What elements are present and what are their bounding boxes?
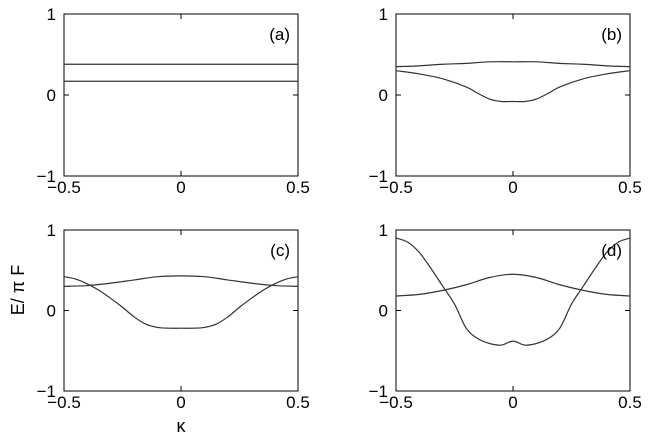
x-tick-label: 0.5 — [286, 393, 310, 412]
y-tick-label: 1 — [47, 221, 56, 240]
x-tick-label: 0.5 — [618, 393, 642, 412]
axes-frame — [63, 229, 299, 392]
panel-3: −0.5 0 0.5 −1 0 1 (c) — [37, 221, 310, 412]
y-tick-label: 0 — [379, 86, 388, 105]
panel-2: −0.5 0 0.5 −1 0 1 (b) — [369, 5, 642, 197]
axes-frame — [395, 13, 631, 177]
panel-label: (d) — [601, 241, 622, 260]
y-tick-label: 1 — [379, 221, 388, 240]
series-line-2 — [395, 237, 631, 346]
x-tick-label: −0.5 — [47, 393, 81, 412]
panel-label: (a) — [269, 25, 290, 44]
y-tick-label: 0 — [379, 302, 388, 321]
y-tick-label: −1 — [369, 167, 388, 186]
x-tick-label: −0.5 — [379, 178, 413, 197]
x-tick-label: −0.5 — [47, 178, 81, 197]
y-tick-label: 1 — [379, 5, 388, 24]
y-axis-label: E/ π F — [8, 265, 28, 315]
series-line-1 — [395, 273, 631, 297]
series-line-2 — [395, 70, 631, 103]
x-tick-label: 0 — [508, 393, 517, 412]
axes-frame — [63, 13, 299, 177]
y-tick-label: 1 — [47, 5, 56, 24]
panel-label: (c) — [270, 241, 290, 260]
y-tick-label: −1 — [37, 382, 56, 401]
axes-frame — [395, 229, 631, 392]
series-line-2 — [63, 276, 299, 329]
panel-4: −0.5 0 0.5 −1 0 1 (d) — [369, 221, 642, 412]
x-axis-label: κ — [177, 416, 187, 436]
panel-label: (b) — [601, 25, 622, 44]
x-tick-label: 0 — [508, 178, 517, 197]
y-tick-label: 0 — [47, 86, 56, 105]
y-tick-label: −1 — [369, 382, 388, 401]
panel-1: −0.5 0 0.5 −1 0 1 (a) — [37, 5, 310, 197]
series-line-1 — [395, 61, 631, 68]
x-tick-label: 0.5 — [286, 178, 310, 197]
y-tick-label: −1 — [37, 167, 56, 186]
x-tick-label: 0 — [176, 178, 185, 197]
series-line-1 — [63, 275, 299, 287]
x-tick-label: 0.5 — [618, 178, 642, 197]
y-tick-label: 0 — [47, 302, 56, 321]
x-tick-label: 0 — [176, 393, 185, 412]
x-tick-label: −0.5 — [379, 393, 413, 412]
